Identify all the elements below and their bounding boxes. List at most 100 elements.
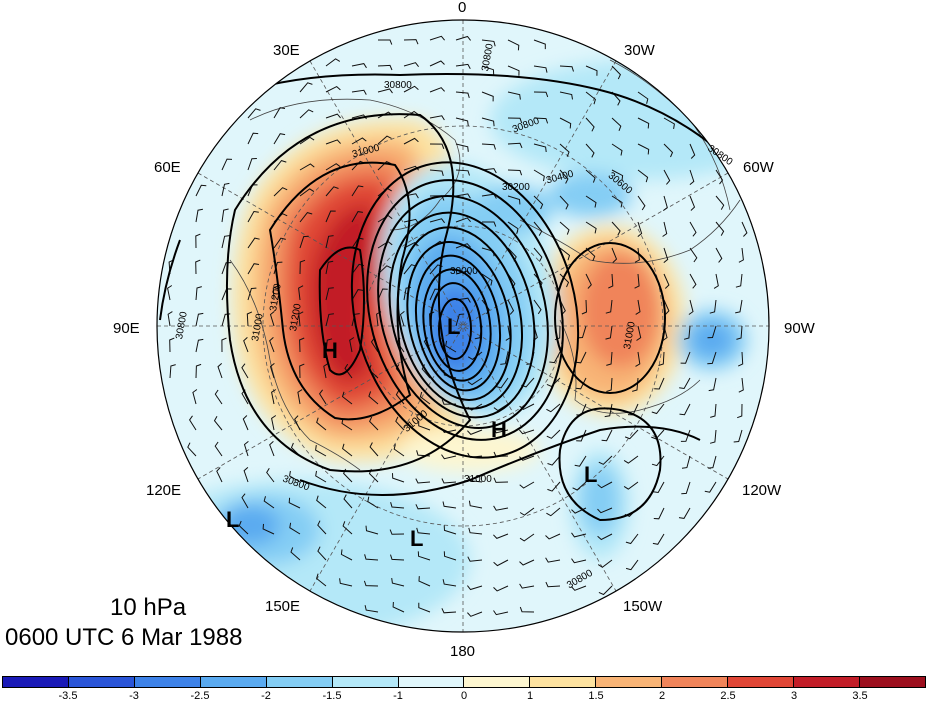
wind-barb — [351, 63, 367, 69]
wind-barb — [418, 576, 431, 587]
wind-barb — [652, 533, 665, 545]
colorbar-tick-label: 3.5 — [852, 690, 868, 702]
wind-barb — [299, 82, 313, 93]
wind-barb — [351, 185, 364, 197]
wind-barb — [507, 39, 520, 51]
wind-barb — [344, 363, 353, 379]
wind-barb — [533, 299, 542, 315]
wind-barb — [415, 504, 431, 510]
wind-barb — [342, 521, 353, 535]
wind-barb — [606, 377, 613, 392]
wind-barb — [611, 117, 622, 131]
wind-barb — [325, 58, 341, 67]
wind-barb — [507, 65, 520, 76]
wind-barb — [187, 442, 197, 457]
map-boundary — [156, 19, 770, 633]
wind-barb — [325, 86, 341, 93]
colorbar-segment — [200, 676, 267, 688]
wind-barb — [737, 403, 743, 419]
wind-barb — [559, 247, 571, 261]
colorbar-tick-label: 3 — [790, 690, 798, 702]
wind-barb — [323, 363, 329, 379]
wind-barb — [519, 533, 535, 542]
wind-barb — [680, 351, 691, 364]
colorbar-segment — [134, 676, 201, 688]
wind-barb — [493, 505, 509, 511]
wind-barb — [637, 143, 650, 155]
wind-barb — [467, 429, 483, 435]
wind-barb — [597, 481, 613, 489]
wind-barb — [455, 217, 471, 223]
wind-barb — [709, 299, 717, 314]
high-center-label: H — [491, 417, 507, 442]
wind-barb — [368, 391, 379, 405]
wind-barb — [269, 311, 275, 327]
wind-barb — [370, 337, 379, 353]
wind-barb — [238, 520, 249, 535]
wind-barb — [585, 91, 596, 105]
wind-barb — [635, 351, 641, 367]
wind-barb — [651, 455, 665, 467]
contour-label: 30200 — [502, 182, 530, 193]
wind-barb — [325, 313, 334, 327]
wind-barb — [299, 259, 306, 275]
wind-barb — [195, 233, 201, 249]
colorbar-segment — [68, 676, 135, 688]
wind-barb — [662, 221, 668, 237]
wind-barb — [273, 133, 286, 145]
wind-barb — [247, 210, 259, 223]
wind-barb — [625, 533, 639, 545]
wind-barb — [377, 288, 388, 301]
wind-barb — [315, 445, 327, 457]
wind-barb — [733, 429, 743, 443]
wind-barb — [247, 237, 260, 249]
wind-barb — [364, 554, 379, 561]
wind-barb — [575, 351, 587, 364]
wind-barb — [715, 195, 725, 210]
wind-barb — [367, 496, 379, 509]
wind-barb — [585, 143, 595, 158]
wind-barb — [455, 63, 471, 70]
wind-barb — [325, 113, 341, 119]
wind-barb — [325, 338, 333, 353]
wind-barb — [299, 163, 315, 171]
wind-barb — [519, 429, 535, 435]
wind-barb — [195, 286, 202, 301]
colorbar-segment — [266, 676, 333, 688]
contour-label: 31000 — [464, 474, 492, 485]
colorbar-segment — [398, 676, 465, 688]
wind-barb — [634, 247, 640, 263]
colorbar — [2, 676, 926, 688]
colorbar-segment — [464, 676, 531, 688]
wind-barb — [507, 142, 523, 149]
wind-barb — [634, 273, 640, 289]
colorbar-segment — [728, 676, 795, 688]
high-center-label: H — [322, 338, 338, 363]
wind-barb — [429, 115, 445, 121]
wind-barb — [467, 351, 483, 361]
wind-barb — [681, 481, 691, 495]
wind-barb — [365, 525, 379, 535]
wind-barb — [429, 143, 445, 149]
wind-barb — [221, 337, 227, 353]
wind-barb — [325, 139, 341, 145]
wind-barb — [571, 585, 587, 591]
wind-barb — [547, 455, 561, 466]
wind-barb — [273, 187, 288, 197]
wind-barb — [246, 311, 253, 327]
wind-barb — [662, 195, 668, 211]
wind-barb — [351, 211, 363, 223]
wind-barb — [637, 221, 643, 237]
wind-barb — [713, 273, 719, 289]
colorbar-tick-label: -3.5 — [58, 690, 78, 702]
wind-barb — [325, 235, 334, 249]
wind-barb — [443, 551, 457, 561]
wind-barb — [637, 195, 646, 211]
wind-barb — [263, 496, 275, 509]
colorbar-segment — [332, 676, 399, 688]
colorbar-segment — [530, 676, 597, 688]
wind-barb — [709, 429, 717, 444]
wind-barb — [243, 441, 249, 457]
colorbar-segment — [662, 676, 729, 688]
wind-barb — [585, 247, 596, 262]
